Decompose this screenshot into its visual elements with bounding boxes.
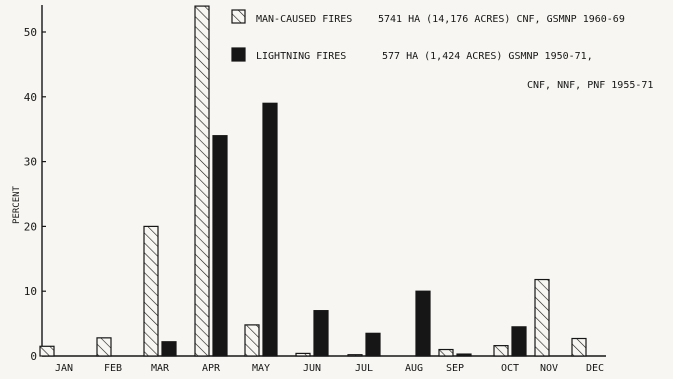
bar-man-caused-jun	[295, 352, 311, 357]
bar-man-caused-sep	[438, 348, 454, 357]
legend-label-lightning: LIGHTNING FIRES	[256, 51, 346, 62]
bar-man-caused-jul	[347, 354, 363, 357]
x-axis-ticks: JAN FEB MAR APR MAY JUN JUL AUG SEP OCT NOV DEC	[55, 363, 604, 374]
legend-detail-man-caused: 5741 HA (14,176 ACRES) CNF, GSMNP 1960-6…	[378, 14, 625, 25]
bars	[39, 5, 587, 357]
legend-detail-lightning-line-1: 577 HA (1,424 ACRES) GSMNP 1950-71,	[382, 51, 593, 62]
bar-man-caused-mar	[143, 225, 159, 357]
y-tick-label-40: 40	[24, 91, 37, 104]
bar-man-caused-may	[244, 324, 260, 357]
y-axis-label: PERCENT	[12, 185, 22, 224]
bar-man-caused-dec	[571, 337, 587, 357]
bar-man-caused-nov	[534, 278, 550, 357]
legend-swatch-lightning	[231, 47, 246, 62]
bar-lightning-sep	[456, 353, 472, 357]
x-tick-label-feb: FEB	[104, 363, 122, 374]
x-tick-label-mar: MAR	[151, 363, 170, 374]
bar-man-caused-apr	[194, 5, 210, 357]
y-axis-ticks: 0 10 20 30 40 50	[24, 26, 46, 363]
legend-detail-lightning-line-2: CNF, NNF, PNF 1955-71	[527, 80, 653, 91]
x-tick-label-nov: NOV	[540, 363, 558, 374]
x-tick-label-apr: APR	[202, 363, 221, 374]
x-tick-label-jun: JUN	[303, 363, 321, 374]
legend: MAN-CAUSED FIRES 5741 HA (14,176 ACRES) …	[231, 9, 653, 91]
x-tick-label-sep: SEP	[446, 363, 464, 374]
bar-lightning-jul	[365, 332, 381, 357]
bar-man-caused-jan	[39, 345, 55, 357]
bar-lightning-aug	[415, 290, 431, 357]
bar-lightning-apr	[212, 135, 228, 357]
x-tick-label-dec: DEC	[586, 363, 604, 374]
legend-swatch-man-caused	[231, 9, 246, 24]
x-tick-label-aug: AUG	[405, 363, 423, 374]
bar-lightning-oct	[511, 326, 527, 357]
y-tick-label-50: 50	[24, 26, 37, 39]
bar-lightning-jun	[313, 310, 329, 357]
x-tick-label-jan: JAN	[55, 363, 73, 374]
bar-man-caused-oct	[493, 345, 509, 357]
y-tick-label-0: 0	[30, 350, 37, 363]
x-tick-label-oct: OCT	[501, 363, 519, 374]
bar-man-caused-feb	[96, 337, 112, 357]
x-tick-label-may: MAY	[252, 363, 270, 374]
y-tick-label-20: 20	[24, 220, 37, 233]
bar-lightning-mar	[161, 341, 177, 357]
legend-label-man-caused: MAN-CAUSED FIRES	[256, 14, 352, 25]
y-tick-label-10: 10	[24, 285, 37, 298]
x-tick-label-jul: JUL	[355, 363, 373, 374]
y-tick-label-30: 30	[24, 156, 37, 169]
bar-lightning-may	[262, 102, 278, 357]
